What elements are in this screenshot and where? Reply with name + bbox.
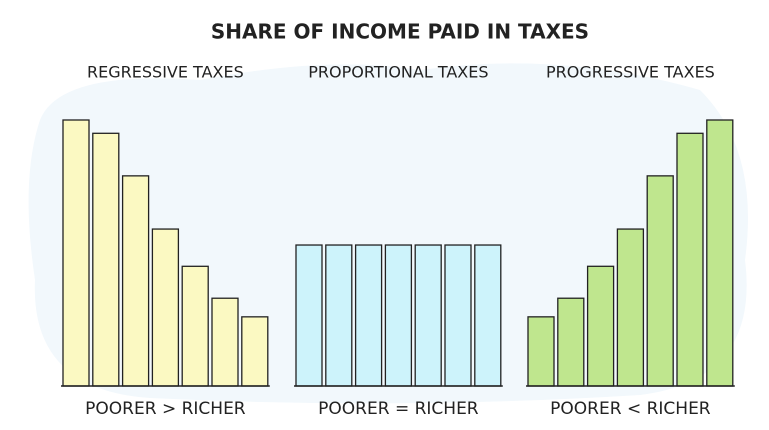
bar — [706, 119, 734, 387]
bar — [211, 297, 239, 387]
bar — [527, 316, 555, 387]
x-axis-label: POORER < RICHER — [550, 399, 711, 419]
bar — [414, 244, 442, 387]
bar — [295, 244, 323, 387]
bar — [586, 265, 615, 387]
x-axis-label: POORER = RICHER — [318, 399, 479, 419]
bar — [384, 244, 413, 387]
bar — [676, 132, 704, 387]
bar — [474, 244, 502, 387]
panel-title: PROPORTIONAL TAXES — [308, 63, 488, 82]
bar — [121, 175, 150, 387]
bar — [444, 244, 472, 387]
bar — [616, 228, 645, 387]
panel-title: PROGRESSIVE TAXES — [546, 63, 715, 82]
bar — [557, 297, 585, 387]
bar — [181, 265, 209, 387]
bar — [151, 228, 180, 387]
bar — [325, 244, 353, 387]
bar — [62, 119, 90, 387]
chart-title: SHARE OF INCOME PAID IN TAXES — [211, 20, 589, 44]
bar — [354, 244, 383, 387]
bar — [241, 316, 269, 387]
bar — [92, 132, 120, 387]
bar — [646, 175, 674, 387]
panel-title: REGRESSIVE TAXES — [87, 63, 244, 82]
x-axis-label: POORER > RICHER — [85, 399, 246, 419]
